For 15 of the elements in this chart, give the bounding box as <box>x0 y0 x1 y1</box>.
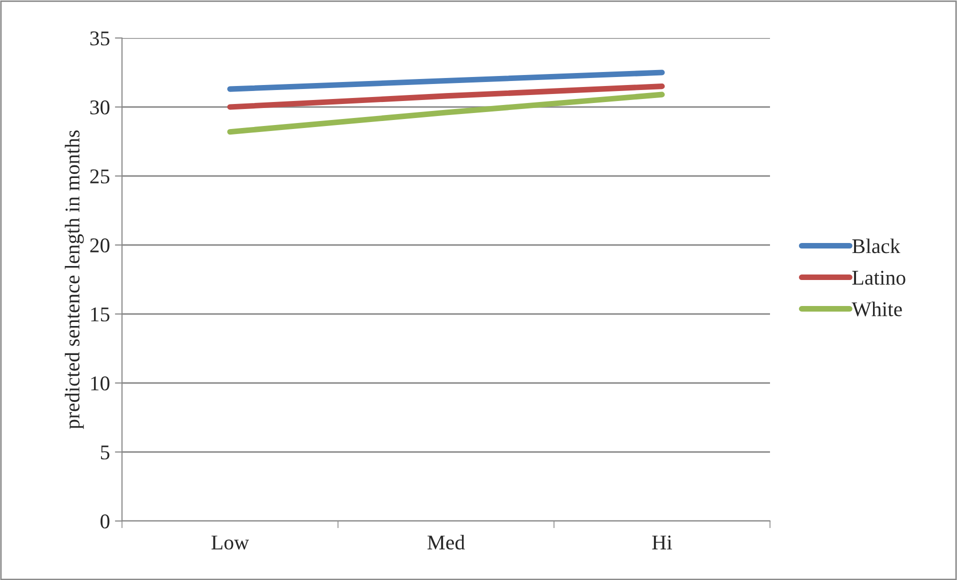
legend-label: Latino <box>852 270 906 285</box>
y-tick-label: 0 <box>100 514 110 528</box>
legend-label: White <box>852 302 902 316</box>
x-tick-label: Hi <box>652 536 672 550</box>
y-tick-label: 15 <box>91 307 110 322</box>
legend-label: Black <box>852 238 900 254</box>
y-tick-label: 35 <box>90 31 110 46</box>
x-tick-label: Med <box>428 534 465 550</box>
y-tick-label: 30 <box>90 100 110 114</box>
y-tick-label: 5 <box>100 446 110 460</box>
y-tick-label: 20 <box>90 238 110 252</box>
y-tick-label: 25 <box>90 169 110 184</box>
y-tick-label: 10 <box>91 376 110 390</box>
y-axis-title: predicted sentence length in months <box>64 130 84 430</box>
x-tick-label: Low <box>212 536 250 550</box>
